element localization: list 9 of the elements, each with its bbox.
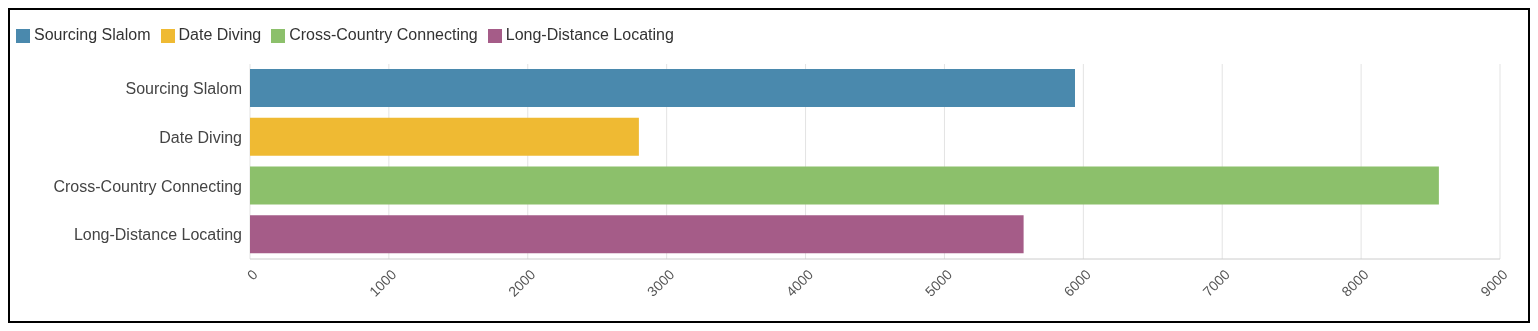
y-tick-label: Sourcing Slalom: [125, 80, 242, 98]
legend-label: Cross-Country Connecting: [289, 26, 478, 43]
y-tick-label: Date Diving: [159, 128, 242, 146]
legend-label: Sourcing Slalom: [34, 26, 151, 43]
legend-label: Date Diving: [178, 26, 262, 43]
y-tick-label: Cross-Country Connecting: [53, 177, 242, 195]
y-tick-label: Long-Distance Locating: [73, 226, 242, 244]
legend-label: Long-Distance Locating: [505, 26, 674, 43]
x-tick-label: 0: [243, 266, 261, 284]
